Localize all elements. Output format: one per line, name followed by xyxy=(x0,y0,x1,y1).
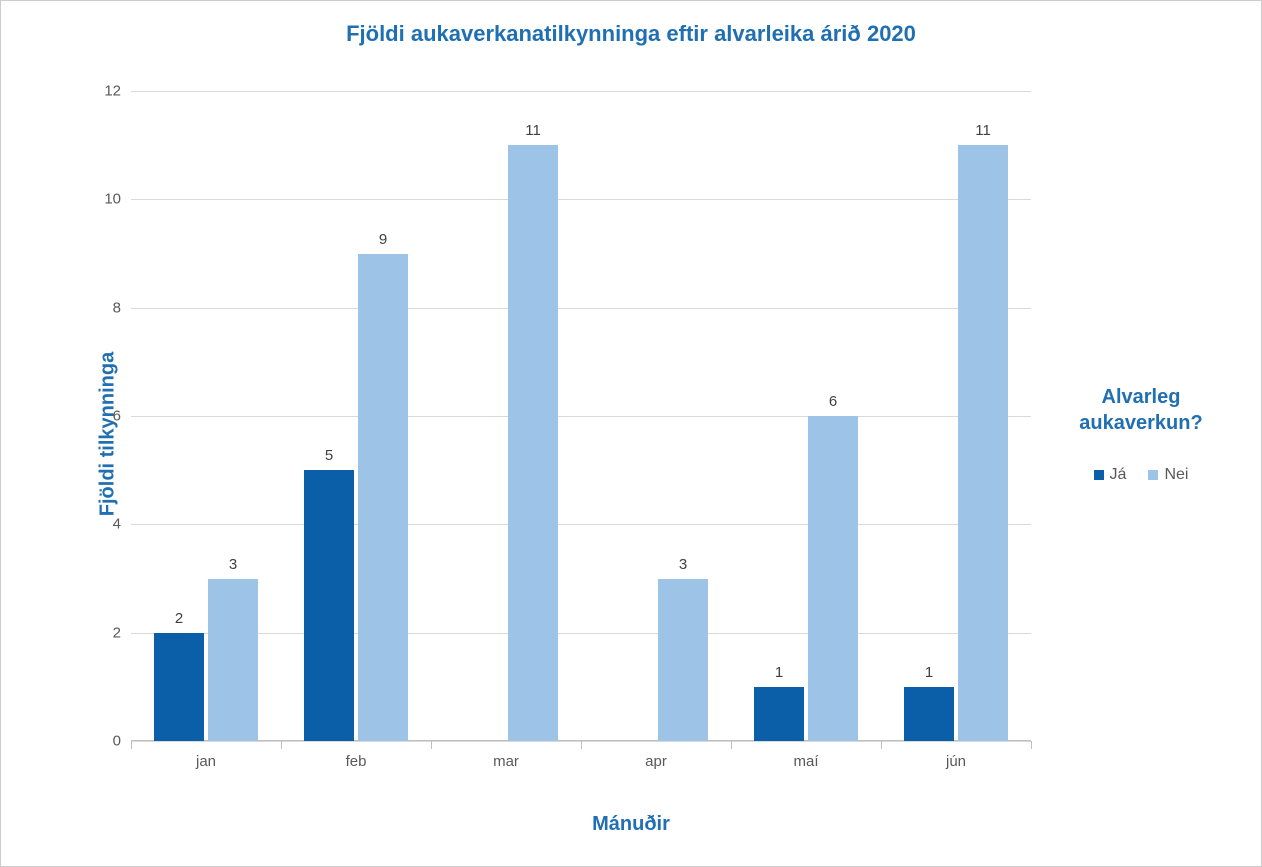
bar-nei: 3 xyxy=(208,579,258,742)
y-tick-label: 0 xyxy=(113,733,121,750)
x-tick-label: apr xyxy=(645,753,667,770)
bar-nei: 3 xyxy=(658,579,708,742)
x-tick xyxy=(281,741,282,749)
grid-line xyxy=(131,633,1031,634)
bar-value-label: 1 xyxy=(775,664,783,681)
x-tick xyxy=(581,741,582,749)
grid-line xyxy=(131,199,1031,200)
legend: Alvarleg aukaverkun? Já Nei xyxy=(1051,384,1231,484)
bar-value-label: 2 xyxy=(175,610,183,627)
bar-value-label: 11 xyxy=(525,122,541,139)
y-tick-label: 2 xyxy=(113,624,121,641)
x-tick xyxy=(131,741,132,749)
x-tick-label: feb xyxy=(346,753,367,770)
chart-title: Fjöldi aukaverkanatilkynninga eftir alva… xyxy=(1,21,1261,47)
chart-container: Fjöldi aukaverkanatilkynninga eftir alva… xyxy=(0,0,1262,867)
grid-line xyxy=(131,416,1031,417)
bar-nei: 11 xyxy=(508,145,558,741)
x-tick-label: maí xyxy=(793,753,818,770)
legend-item: Já xyxy=(1094,466,1127,484)
x-tick xyxy=(1031,741,1032,749)
y-tick-label: 6 xyxy=(113,408,121,425)
x-tick-label: jan xyxy=(196,753,216,770)
y-tick-label: 10 xyxy=(104,191,121,208)
bar-nei: 6 xyxy=(808,416,858,741)
grid-line xyxy=(131,524,1031,525)
bar-já: 2 xyxy=(154,633,204,741)
bar-nei: 11 xyxy=(958,145,1008,741)
grid-line xyxy=(131,91,1031,92)
bar-value-label: 11 xyxy=(975,122,991,139)
y-tick-label: 8 xyxy=(113,299,121,316)
legend-swatch xyxy=(1148,470,1158,480)
bar-value-label: 9 xyxy=(379,231,387,248)
bar-já: 1 xyxy=(754,687,804,741)
legend-swatch xyxy=(1094,470,1104,480)
plot-area: 024681012jan23feb59mar11apr3maí16jún111 xyxy=(131,91,1031,741)
bar-já: 5 xyxy=(304,470,354,741)
bar-já: 1 xyxy=(904,687,954,741)
x-tick xyxy=(881,741,882,749)
bar-value-label: 3 xyxy=(679,556,687,573)
grid-line xyxy=(131,308,1031,309)
x-tick-label: jún xyxy=(946,753,966,770)
y-tick-label: 4 xyxy=(113,516,121,533)
bar-value-label: 1 xyxy=(925,664,933,681)
legend-label: Já xyxy=(1110,466,1127,484)
bar-nei: 9 xyxy=(358,254,408,742)
x-tick xyxy=(731,741,732,749)
bar-value-label: 3 xyxy=(229,556,237,573)
x-tick xyxy=(431,741,432,749)
legend-item: Nei xyxy=(1148,466,1188,484)
x-axis-label: Mánuðir xyxy=(1,813,1261,836)
legend-items: Já Nei xyxy=(1051,466,1231,484)
bar-value-label: 6 xyxy=(829,393,837,410)
y-tick-label: 12 xyxy=(104,83,121,100)
y-axis-label: Fjöldi tilkynninga xyxy=(97,351,120,515)
x-tick-label: mar xyxy=(493,753,519,770)
bar-value-label: 5 xyxy=(325,447,333,464)
legend-label: Nei xyxy=(1164,466,1188,484)
legend-title: Alvarleg aukaverkun? xyxy=(1051,384,1231,436)
